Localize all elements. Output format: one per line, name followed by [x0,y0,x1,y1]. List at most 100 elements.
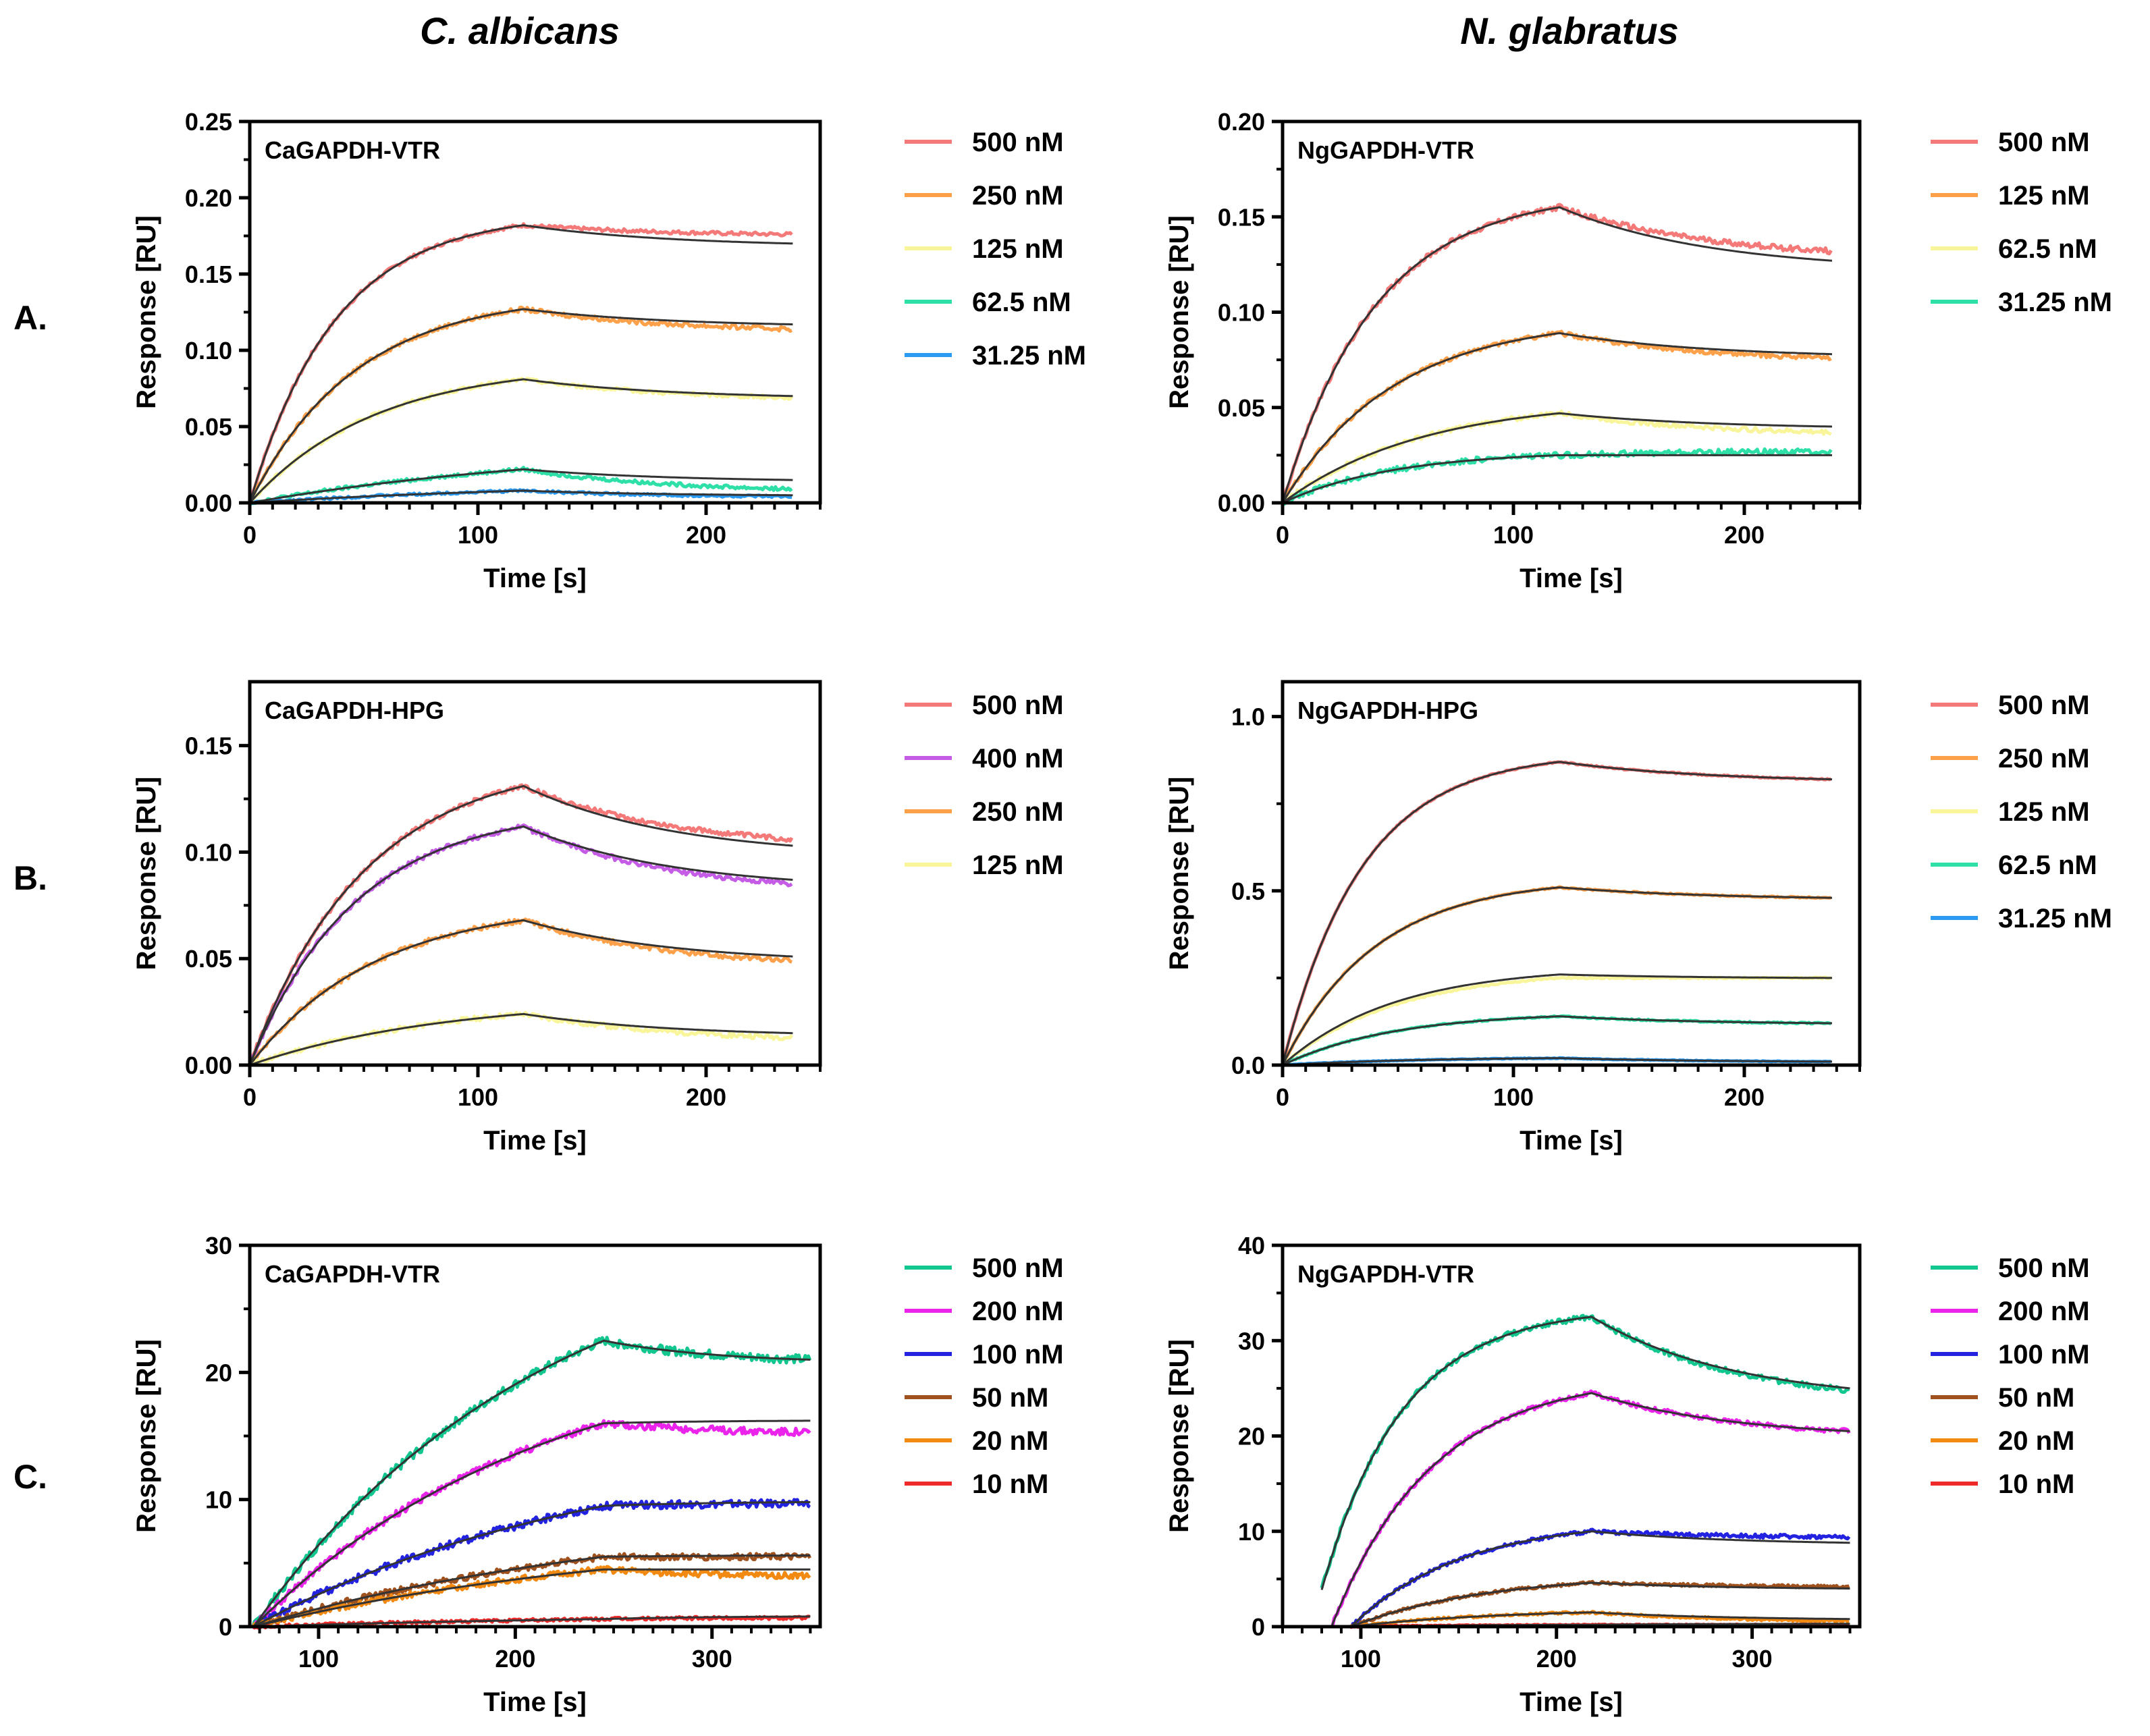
column-title-n-glabratus: N. glabratus [1460,9,1679,52]
legend-label: 62.5 nM [972,288,1071,317]
y-tick-label: 0.10 [1218,299,1265,327]
y-tick-label: 0.00 [185,1052,232,1079]
y-tick-label: 0.05 [185,413,232,441]
fit-curve-500-nm [248,785,793,1066]
x-tick-label: 100 [1493,521,1534,549]
y-axis-title: Response [RU] [132,1339,161,1533]
legend-label: 10 nM [972,1469,1048,1499]
x-tick-label: 300 [1732,1645,1773,1673]
fit-curve-125-nm [1281,332,1833,504]
fit-curve-400-nm [248,825,793,1066]
legend: 500 nM 400 nM 250 nM 125 nM [905,690,1064,880]
y-tick-label: 0.05 [1218,394,1265,422]
y-axis-title: Response [RU] [132,777,161,971]
y-tick-label: 0.10 [185,337,232,364]
series-group [249,1336,812,1630]
x-tick-label: 200 [686,521,726,549]
x-tick-label: 200 [1724,521,1765,549]
y-tick-label: 0.20 [1218,108,1265,136]
legend-label: 31.25 nM [1998,288,2112,317]
y-axis-title: Response [RU] [1164,215,1194,409]
panel-title: CaGAPDH-VTR [265,1260,440,1288]
fit-curve-10-nm [250,1615,811,1628]
legend-label: 20 nM [1998,1426,2074,1456]
legend-label: 250 nM [972,797,1064,827]
legend-label: 62.5 nM [1998,234,2097,264]
panel-title: CaGAPDH-VTR [265,136,440,164]
chart-C-right: 0 10 20 30 40 100 200 300 Time [s] Response [RU] N… [1164,1232,2090,1717]
legend-label: 31.25 nM [972,341,1086,371]
data-curve-400-nm [248,823,793,1066]
fit-curve-500-nm [248,224,793,504]
x-tick-label: 100 [298,1645,339,1673]
x-tick-label: 100 [458,1083,498,1111]
data-curve-500-nm [249,1336,812,1629]
x-tick-label: 100 [458,521,498,549]
legend-label: 200 nM [1998,1297,2090,1326]
y-tick-label: 0.00 [185,489,232,517]
legend-label: 500 nM [1998,128,2090,157]
legend-label: 250 nM [972,181,1064,211]
series-group [248,222,794,506]
fit-curve-100-nm [1322,1530,1850,1628]
x-tick-label: 200 [1724,1083,1765,1111]
row-label-a: A. [14,299,47,337]
x-tick-label: 300 [692,1645,732,1673]
y-tick-label: 0.20 [185,184,232,212]
legend: 500 nM 125 nM 62.5 nM 31.25 nM [1931,128,2112,317]
x-tick-label: 100 [1341,1645,1381,1673]
series-group [1281,202,1833,506]
x-tick-label: 0 [243,521,257,549]
fit-curve-125-nm [248,378,793,504]
fit-curve-62-5-nm [1282,1015,1832,1066]
y-tick-label: 10 [205,1486,232,1514]
legend: 500 nM 200 nM 100 nM 50 nM 20 nM 10 nM [1931,1253,2090,1499]
data-curve-500-nm [1320,1313,1850,1589]
fit-curve-500-nm [1281,761,1833,1066]
fit-curve-200-nm [1322,1392,1850,1628]
y-axis-title: Response [RU] [132,215,161,409]
chart-B-right: 0.0 0.5 1.0 0 100 200 Time [s] Response [RU] NgG… [1164,680,2112,1156]
legend-label: 31.25 nM [1998,904,2112,933]
data-curve-500-nm [1281,760,1832,1066]
y-tick-label: 0.25 [185,108,232,136]
y-tick-label: 0 [219,1613,232,1641]
series-group [1320,1313,1851,1629]
y-tick-label: 0.15 [1218,203,1265,231]
x-axis-title: Time [s] [483,564,587,593]
fit-curve-125-nm [249,1012,793,1066]
fit-curve-500-nm [1281,206,1833,504]
legend-label: 125 nM [972,850,1064,880]
legend-label: 500 nM [1998,690,2090,720]
legend: 500 nM 250 nM 125 nM 62.5 nM 31.25 nM [905,128,1086,371]
y-tick-label: 0.00 [1218,489,1265,517]
legend-label: 100 nM [1998,1340,2090,1369]
legend-label: 125 nM [1998,181,2090,211]
legend-label: 10 nM [1998,1469,2074,1499]
x-tick-label: 0 [243,1083,257,1111]
fit-curve-500-nm [1320,1315,1850,1590]
fit-curve-62-5-nm [1282,412,1833,504]
y-axis-title: Response [RU] [1164,777,1194,971]
fit-curve-50-nm [250,1554,811,1628]
y-tick-label: 0.15 [185,261,232,288]
x-tick-label: 200 [686,1083,726,1111]
y-tick-label: 1.0 [1231,703,1265,731]
x-axis-title: Time [s] [483,1687,587,1717]
chart-B-left: 0.00 0.05 0.10 0.15 0 100 200 Time [s] Response … [132,680,1064,1156]
plot-frame [248,680,822,1067]
series-group [248,783,794,1066]
series-group [1281,760,1833,1067]
y-tick-label: 20 [205,1359,232,1386]
fit-curve-31-25-nm [1282,1057,1832,1066]
panel-title: CaGAPDH-HPG [265,697,444,724]
data-curve-20-nm [249,1565,811,1629]
row-label-b: B. [14,859,47,897]
plot-frame [1281,680,1862,1067]
y-tick-label: 0.10 [185,838,232,866]
x-tick-label: 0 [1276,1083,1289,1111]
y-tick-label: 0.05 [185,945,232,973]
y-tick-label: 0.5 [1231,877,1265,905]
legend-label: 500 nM [972,690,1064,720]
fit-curve-20-nm [250,1568,811,1628]
